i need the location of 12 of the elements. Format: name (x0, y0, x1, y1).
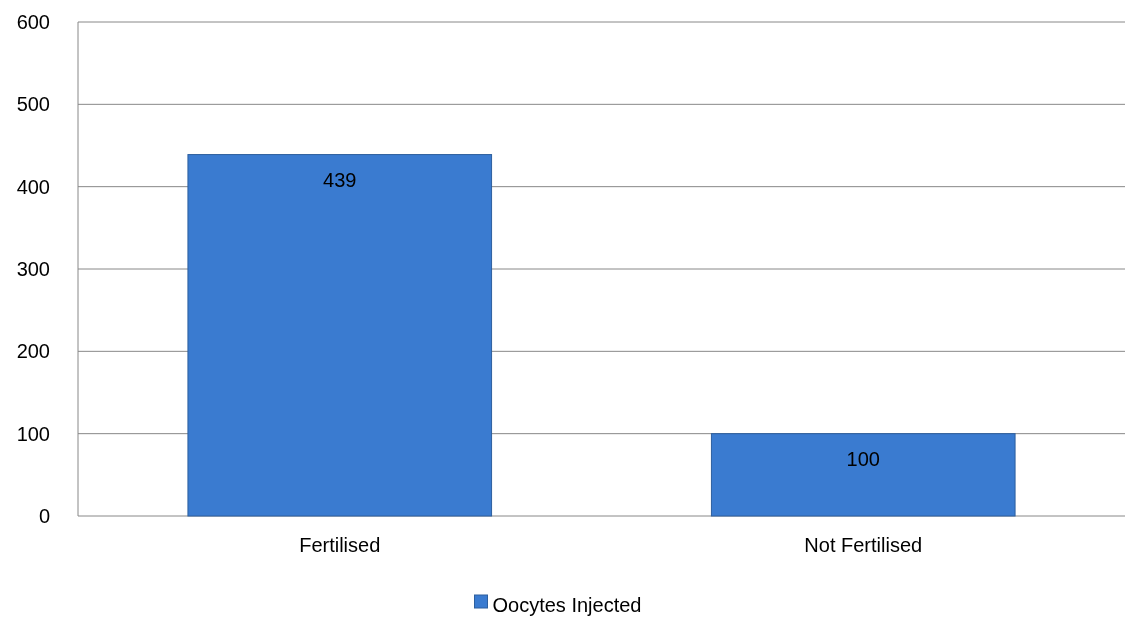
legend-label: Oocytes Injected (492, 594, 642, 616)
data-label: 439 (323, 168, 357, 191)
y-tick-label: 400 (16, 175, 50, 198)
y-tick-label: 300 (16, 258, 50, 280)
data-label: 100 (846, 447, 880, 470)
x-tick-label: Fertilised (299, 534, 381, 556)
y-tick-label: 500 (16, 93, 50, 116)
y-tick-label: 100 (16, 422, 50, 445)
y-tick-label: 0 (38, 505, 50, 527)
y-tick-label: 600 (16, 11, 50, 33)
x-tick-label: Not Fertilised (804, 534, 923, 556)
y-tick-label: 200 (16, 340, 50, 363)
